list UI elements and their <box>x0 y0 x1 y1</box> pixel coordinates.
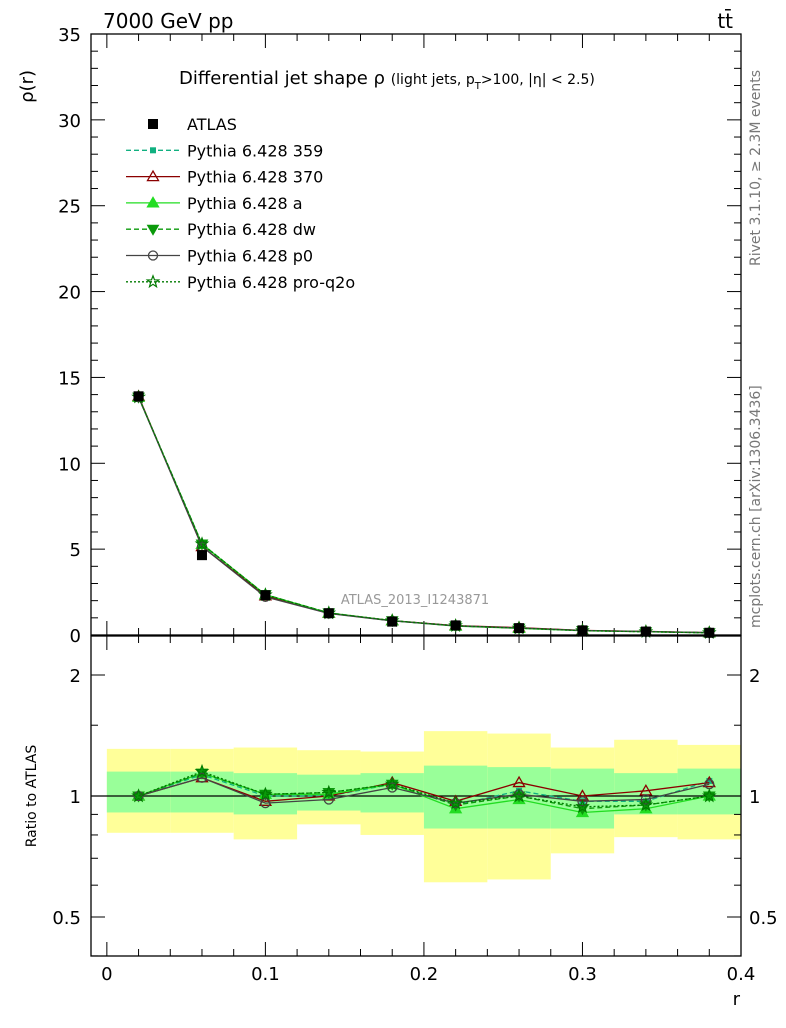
data-point <box>387 616 398 627</box>
ratio-series-line <box>138 770 710 808</box>
ratio-series-marker <box>701 788 717 803</box>
ratio-series-line <box>138 774 710 806</box>
ratio-series-marker <box>512 775 526 788</box>
x-tick-label: 0.4 <box>727 964 756 985</box>
legend-label: ATLAS <box>187 115 237 134</box>
main-y-tick-label: 20 <box>58 283 81 304</box>
ratio-series-marker <box>706 777 713 784</box>
ratio-series-line <box>138 777 710 802</box>
data-point <box>577 625 588 636</box>
ratio-y-tick-label-right: 1 <box>749 787 760 808</box>
main-y-tick-label: 10 <box>58 454 81 475</box>
legend-marker <box>148 119 158 129</box>
ratio-y-tick-label: 1 <box>70 787 81 808</box>
main-y-tick-label: 0 <box>70 626 81 647</box>
data-point <box>704 627 715 638</box>
legend-marker <box>150 147 156 154</box>
ratio-y-tick-label-right: 2 <box>749 666 760 687</box>
data-point <box>196 550 207 561</box>
ratio-y-axis-label: Ratio to ATLAS <box>24 745 40 848</box>
main-y-tick-label: 25 <box>58 197 81 218</box>
legend-label: Pythia 6.428 359 <box>187 141 323 160</box>
x-tick-label: 0.2 <box>410 964 439 985</box>
data-point <box>260 590 271 601</box>
ratio-series-marker <box>640 794 652 805</box>
rivet-version-label: Rivet 3.1.10, ≥ 2.3M events <box>748 70 764 266</box>
main-panel: Differential jet shape ρ (light jets, pT… <box>17 25 742 647</box>
main-series-marker <box>194 536 210 551</box>
legend-label: Pythia 6.428 dw <box>187 220 316 239</box>
x-tick-label: 0 <box>101 964 112 985</box>
ratio-series-marker <box>448 795 463 810</box>
legend-label: Pythia 6.428 370 <box>187 168 323 187</box>
main-y-tick-label: 30 <box>58 111 81 132</box>
main-series-line <box>138 396 710 634</box>
data-point <box>133 391 144 402</box>
plot-title: Differential jet shape ρ (light jets, pT… <box>179 68 595 92</box>
ratio-series-marker <box>702 775 716 788</box>
ratio-series-marker <box>321 784 337 799</box>
legend-marker <box>146 196 160 208</box>
data-point <box>323 608 334 619</box>
process-label: tt̄ <box>717 8 733 33</box>
legend-marker <box>145 274 161 289</box>
ratio-series-line <box>138 777 710 804</box>
main-y-tick-label: 35 <box>58 25 81 46</box>
main-y-axis-label: ρ(r) <box>17 70 38 103</box>
ratio-series-line <box>138 772 710 810</box>
legend-marker <box>147 250 159 261</box>
legend: ATLAS Pythia 6.428 359 Pythia 6.428 370 Pyt… <box>126 115 355 292</box>
legend-label: Pythia 6.428 p0 <box>187 247 313 266</box>
ratio-frame <box>90 635 742 957</box>
ratio-series-marker <box>387 782 398 793</box>
x-tick-label: 0.1 <box>251 964 280 985</box>
legend-marker <box>146 169 160 182</box>
watermark-label: ATLAS_2013_I1243871 <box>341 593 489 608</box>
mcplots-label: mcplots.cern.ch [arXiv:1306.3436] <box>748 385 764 628</box>
data-point <box>514 623 525 634</box>
main-frame <box>90 33 742 636</box>
ratio-series-marker <box>258 794 273 806</box>
ratio-series-marker <box>575 799 590 814</box>
main-y-tick-label: 15 <box>58 368 81 389</box>
data-point <box>640 626 651 637</box>
ratio-series-marker <box>131 788 146 803</box>
ratio-series-marker <box>511 788 527 803</box>
data-point <box>450 620 461 631</box>
legend-marker <box>146 224 160 236</box>
legend-label: Pythia 6.428 pro-q2o <box>187 273 355 292</box>
ratio-series-marker <box>638 797 654 812</box>
ratio-series-marker <box>577 796 588 807</box>
legend-label: Pythia 6.428 a <box>187 194 303 213</box>
ratio-series-marker <box>260 797 271 809</box>
ratio-panel: 0.5 0.5 1 1 2 2 0 0.1 0.2 0.3 0.4 Ratio to ATLAS r <box>24 635 778 1010</box>
ratio-y-tick-label: 2 <box>70 666 81 687</box>
ratio-y-tick-label-right: 0.5 <box>749 908 778 929</box>
energy-label: 7000 GeV pp <box>103 9 234 33</box>
ratio-y-tick-label: 0.5 <box>52 908 81 929</box>
ratio-series-marker <box>258 786 273 801</box>
x-tick-label: 0.3 <box>568 964 597 985</box>
main-y-tick-label: 5 <box>70 540 81 561</box>
ratio-series-marker <box>194 763 210 778</box>
x-axis-label: r <box>733 989 741 1010</box>
ratio-series-marker <box>384 776 400 791</box>
